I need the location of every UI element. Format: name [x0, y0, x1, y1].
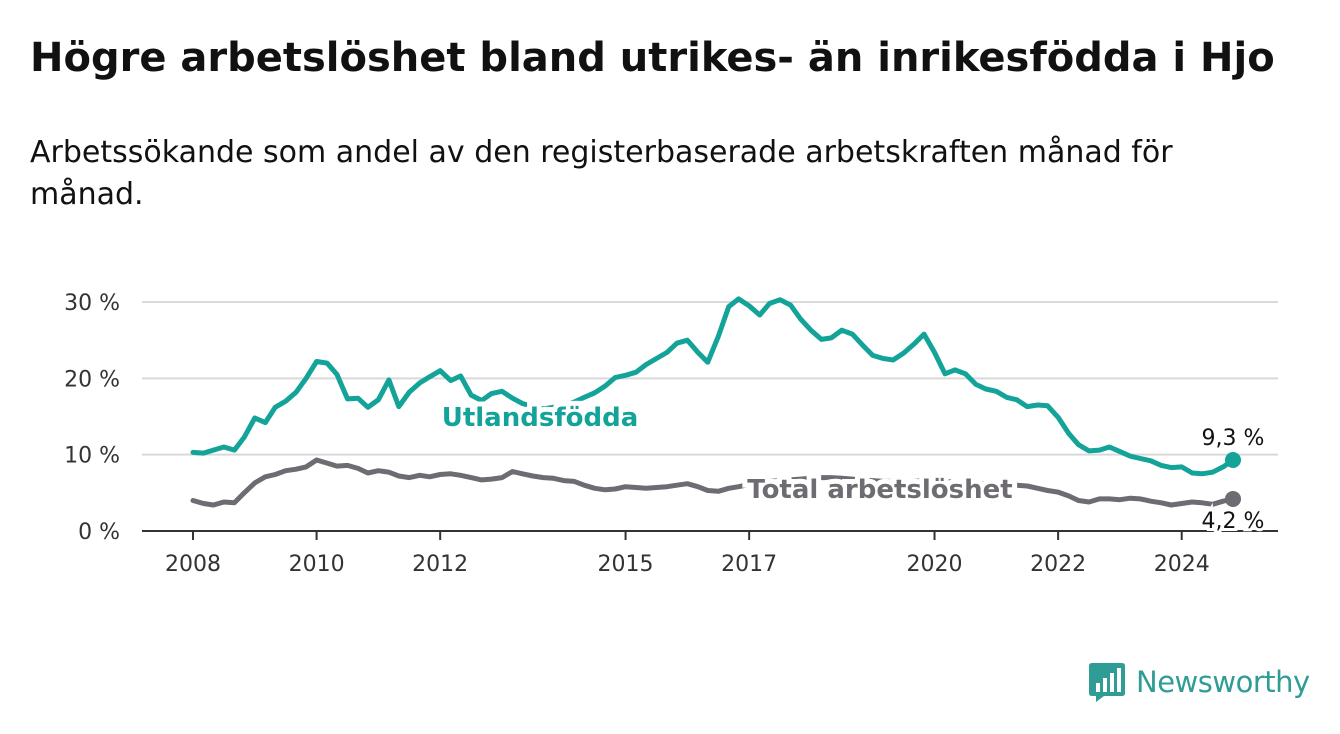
x-tick-label: 2008	[165, 552, 221, 577]
chart-subtitle: Arbetssökande som andel av den registerb…	[30, 135, 1173, 212]
newsworthy-logo: Newsworthy	[1088, 660, 1310, 704]
y-tick-label: 30 %	[64, 291, 120, 316]
x-tick-label: 2015	[598, 552, 654, 577]
end-value-label-utlandsfodda: 9,3 %	[1202, 426, 1265, 451]
x-tick-label: 2012	[412, 552, 468, 577]
end-point-utlandsfodda	[1225, 452, 1241, 469]
series-line-total	[190, 457, 1236, 508]
y-tick-label: 0 %	[78, 520, 120, 545]
series-lines	[190, 296, 1241, 508]
x-tick-label: 2010	[289, 552, 345, 577]
x-axis: 2008 2010 2012 2015 2017 2020 2022 2024	[142, 530, 1278, 577]
bar-chart-speech-icon	[1089, 663, 1125, 702]
y-tick-label: 10 %	[64, 444, 120, 469]
series-line-utlandsfodda	[190, 296, 1236, 477]
y-tick-label: 20 %	[64, 367, 120, 392]
x-tick-label: 2017	[721, 552, 777, 577]
gridlines	[142, 301, 1278, 456]
chart-title: Högre arbetslöshet bland utrikes- än inr…	[30, 35, 1275, 81]
brand-name: Newsworthy	[1136, 665, 1310, 699]
end-point-total	[1225, 490, 1241, 507]
x-tick-label: 2022	[1030, 552, 1086, 577]
x-tick-label: 2020	[907, 552, 963, 577]
series-label-utlandsfodda: Utlandsfödda	[442, 403, 639, 433]
x-tick-label: 2024	[1154, 552, 1210, 577]
series-label-total: Total arbetslöshet	[747, 475, 1012, 505]
end-value-label-total: 4,2 %	[1202, 509, 1265, 534]
series-labels: 9,3 % 4,2 % Utlandsfödda Total arbetslöshet	[437, 398, 1268, 537]
line-chart: 0 % 10 % 20 % 30 % 2008 2010 2012 2015 2017 2020…	[64, 291, 1278, 577]
y-axis-tick-labels: 0 % 10 % 20 % 30 %	[64, 291, 120, 545]
